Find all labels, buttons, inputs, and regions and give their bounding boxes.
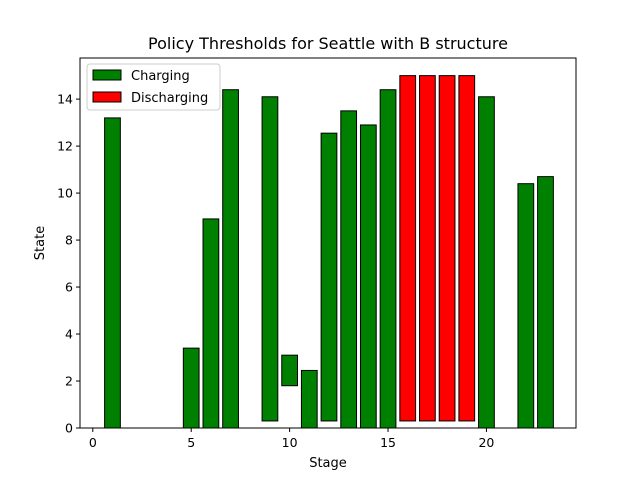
x-tick-label-10: 10 (282, 435, 298, 450)
bar-charging-stage-9 (261, 96, 279, 422)
bar-charging-stage-1 (104, 117, 121, 429)
x-tick-label-15: 15 (380, 435, 396, 450)
bar-discharging-stage-17 (419, 75, 436, 422)
y-tick-label-10: 10 (57, 186, 73, 201)
x-tick-label-20: 20 (478, 435, 494, 450)
y-tick-label-0: 0 (65, 421, 73, 436)
bar-charging-stage-12 (320, 132, 338, 422)
bar-charging-stage-22 (517, 183, 535, 429)
legend-swatch-discharging (92, 91, 122, 103)
plot-frame (79, 57, 577, 429)
bar-charging-stage-23 (537, 176, 554, 429)
y-tick-label-4: 4 (65, 327, 73, 342)
legend-label-discharging: Discharging (131, 91, 208, 106)
y-tick-label-8: 8 (65, 233, 73, 248)
chart-title: Policy Thresholds for Seattle with B str… (148, 34, 508, 53)
x-axis: 0 5 10 15 20 (89, 428, 494, 450)
bar-charging-stage-10 (281, 354, 298, 387)
bar-charging-stage-5 (182, 347, 200, 429)
x-tick-label-5: 5 (187, 435, 195, 450)
legend: Charging Discharging (86, 63, 221, 111)
y-axis-label: State (33, 226, 48, 260)
bar-charging-stage-7 (222, 89, 239, 429)
legend-swatch-charging (92, 69, 122, 81)
bar-discharging-stage-18 (438, 75, 456, 422)
bar-charging-stage-6 (202, 218, 220, 429)
bar-charging-stage-14 (359, 124, 377, 429)
bar-charging-stage-13 (340, 110, 358, 429)
y-tick-label-2: 2 (65, 374, 73, 389)
y-tick-label-14: 14 (57, 92, 73, 107)
legend-label-charging: Charging (131, 69, 190, 84)
x-axis-label: Stage (309, 456, 347, 471)
bar-discharging-stage-16 (399, 75, 417, 422)
y-tick-label-6: 6 (65, 280, 73, 295)
bar-charging-stage-15 (379, 89, 397, 429)
y-tick-label-12: 12 (57, 139, 73, 154)
bar-discharging-stage-19 (458, 75, 476, 422)
bars-layer (104, 75, 554, 429)
y-axis: 0 2 4 6 8 10 12 14 (57, 92, 80, 436)
bar-charging-stage-11 (300, 369, 318, 429)
bar-charging-stage-20 (478, 96, 495, 429)
x-tick-label-0: 0 (89, 435, 97, 450)
